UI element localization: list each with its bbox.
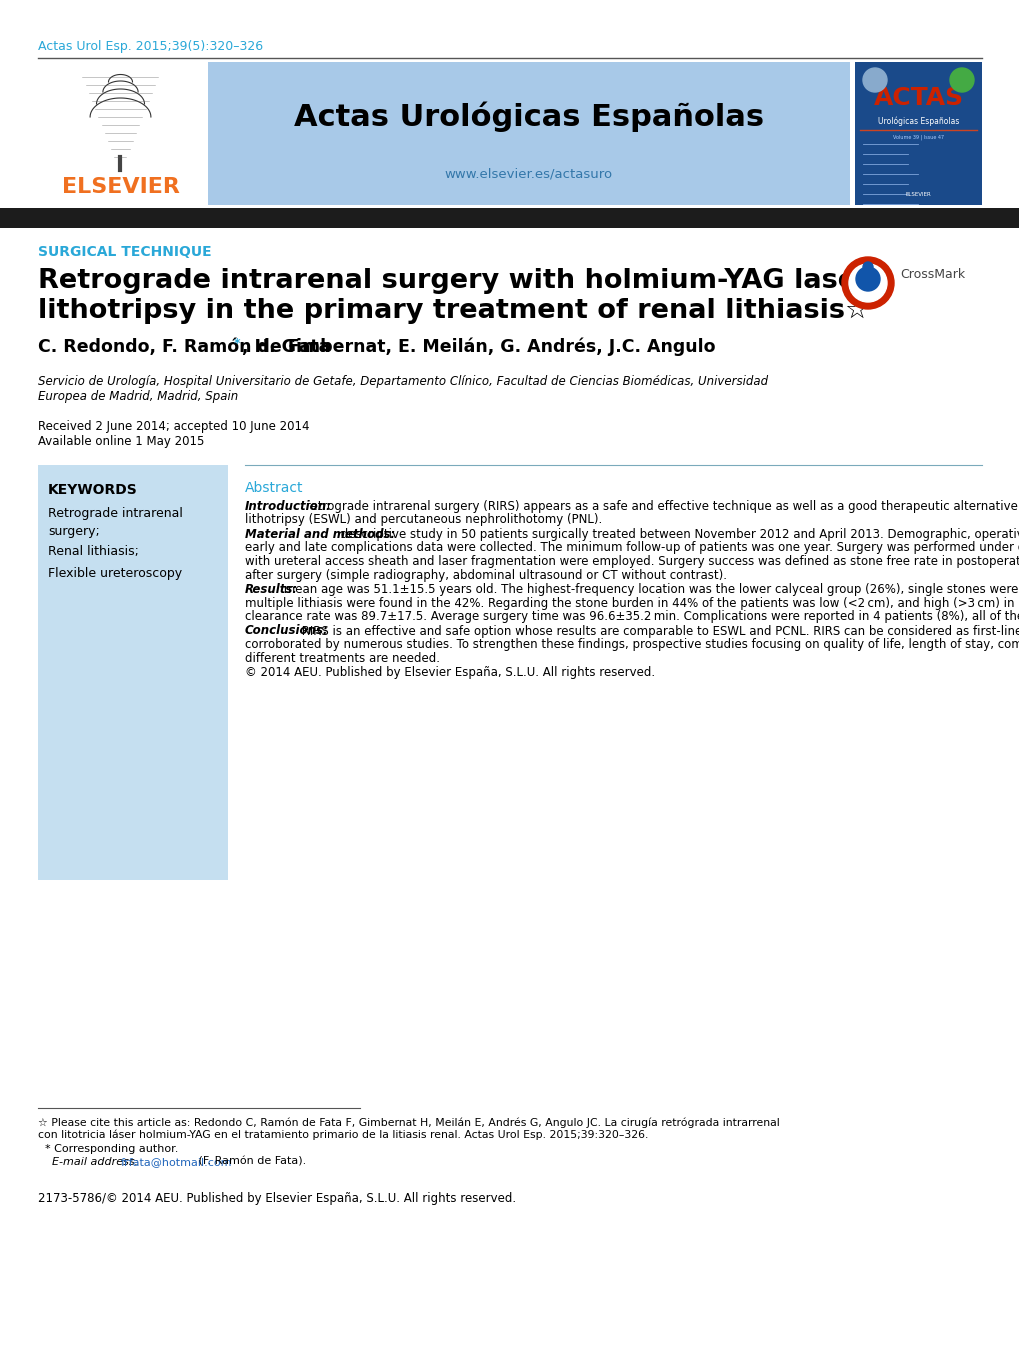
Text: frfata@hotmail.com: frfata@hotmail.com [120, 1156, 231, 1167]
FancyBboxPatch shape [38, 465, 228, 880]
Text: retrograde intrarenal surgery (RIRS) appears as a safe and effective technique a: retrograde intrarenal surgery (RIRS) app… [302, 500, 1019, 513]
Text: Abstract: Abstract [245, 481, 304, 494]
Text: * Corresponding author.: * Corresponding author. [38, 1144, 178, 1154]
Text: Received 2 June 2014; accepted 10 June 2014: Received 2 June 2014; accepted 10 June 2… [38, 420, 309, 434]
Text: lithotripsy in the primary treatment of renal lithiasis☆: lithotripsy in the primary treatment of … [38, 299, 868, 324]
Text: Results:: Results: [245, 584, 298, 596]
Text: Volume 39 | Issue 47: Volume 39 | Issue 47 [892, 134, 944, 139]
Text: con litotricia láser holmium-YAG en el tratamiento primario de la litiasis renal: con litotricia láser holmium-YAG en el t… [38, 1129, 648, 1140]
Text: Retrograde intrarenal
surgery;: Retrograde intrarenal surgery; [48, 507, 182, 538]
FancyBboxPatch shape [854, 62, 981, 205]
Text: ELSEVIER: ELSEVIER [905, 192, 930, 197]
Text: Available online 1 May 2015: Available online 1 May 2015 [38, 435, 204, 449]
Text: with ureteral access sheath and laser fragmentation were employed. Surgery succe: with ureteral access sheath and laser fr… [245, 555, 1019, 567]
Text: multiple lithiasis were found in the 42%. Regarding the stone burden in 44% of t: multiple lithiasis were found in the 42%… [245, 597, 1019, 609]
Text: 2173-5786/© 2014 AEU. Published by Elsevier España, S.L.U. All rights reserved.: 2173-5786/© 2014 AEU. Published by Elsev… [38, 1192, 516, 1205]
Text: different treatments are needed.: different treatments are needed. [245, 651, 439, 665]
Circle shape [841, 257, 893, 309]
Text: ☆ Please cite this article as: Redondo C, Ramón de Fata F, Gimbernat H, Meilán E: ☆ Please cite this article as: Redondo C… [38, 1119, 779, 1128]
Text: descriptive study in 50 patients surgically treated between November 2012 and Ap: descriptive study in 50 patients surgica… [336, 528, 1019, 540]
Text: RIRS is an effective and safe option whose results are comparable to ESWL and PC: RIRS is an effective and safe option who… [298, 624, 1019, 638]
Text: ELSEVIER: ELSEVIER [61, 177, 179, 197]
Text: corroborated by numerous studies. To strengthen these findings, prospective stud: corroborated by numerous studies. To str… [245, 638, 1019, 651]
Text: © 2014 AEU. Published by Elsevier España, S.L.U. All rights reserved.: © 2014 AEU. Published by Elsevier España… [245, 666, 654, 680]
Text: C. Redondo, F. Ramón de Fata: C. Redondo, F. Ramón de Fata [38, 338, 330, 357]
Circle shape [855, 267, 879, 290]
Text: Urológicas Españolas: Urológicas Españolas [877, 118, 958, 127]
Text: *: * [233, 336, 240, 350]
Text: SURGICAL TECHNIQUE: SURGICAL TECHNIQUE [38, 245, 211, 259]
FancyBboxPatch shape [0, 208, 1019, 228]
Text: , H. Gimbernat, E. Meilán, G. Andrés, J.C. Angulo: , H. Gimbernat, E. Meilán, G. Andrés, J.… [242, 338, 714, 357]
FancyBboxPatch shape [38, 62, 203, 205]
Text: clearance rate was 89.7±17.5. Average surgery time was 96.6±35.2 min. Complicati: clearance rate was 89.7±17.5. Average su… [245, 611, 1019, 623]
Circle shape [848, 263, 887, 303]
Text: mean age was 51.1±15.5 years old. The highest-frequency location was the lower c: mean age was 51.1±15.5 years old. The hi… [280, 584, 1019, 596]
Text: CrossMark: CrossMark [899, 269, 964, 281]
Text: Introduction:: Introduction: [245, 500, 331, 513]
Text: Actas Urol Esp. 2015;39(5):320–326: Actas Urol Esp. 2015;39(5):320–326 [38, 41, 263, 53]
Text: Retrograde intrarenal surgery with holmium-YAG laser: Retrograde intrarenal surgery with holmi… [38, 267, 868, 295]
Text: ACTAS: ACTAS [872, 86, 963, 109]
Text: Flexible ureteroscopy: Flexible ureteroscopy [48, 567, 182, 580]
Circle shape [862, 68, 887, 92]
Text: Europea de Madrid, Madrid, Spain: Europea de Madrid, Madrid, Spain [38, 390, 238, 403]
Text: lithotripsy (ESWL) and percutaneous nephrolithotomy (PNL).: lithotripsy (ESWL) and percutaneous neph… [245, 513, 601, 527]
Text: Servicio de Urología, Hospital Universitario de Getafe, Departamento Clínico, Fa: Servicio de Urología, Hospital Universit… [38, 376, 767, 388]
Text: KEYWORDS: KEYWORDS [48, 484, 138, 497]
Circle shape [949, 68, 973, 92]
Text: (F. Ramón de Fata).: (F. Ramón de Fata). [195, 1156, 306, 1167]
Text: Renal lithiasis;: Renal lithiasis; [48, 544, 139, 558]
Text: after surgery (simple radiography, abdominal ultrasound or CT without contrast).: after surgery (simple radiography, abdom… [245, 569, 727, 581]
Circle shape [862, 262, 872, 272]
Text: early and late complications data were collected. The minimum follow-up of patie: early and late complications data were c… [245, 542, 1019, 554]
Text: Actas Urológicas Españolas: Actas Urológicas Españolas [293, 101, 763, 131]
Text: www.elsevier.es/actasuro: www.elsevier.es/actasuro [444, 168, 612, 180]
Text: Conclusions:: Conclusions: [245, 624, 328, 638]
Text: E-mail address:: E-mail address: [38, 1156, 142, 1167]
FancyBboxPatch shape [208, 62, 849, 205]
Text: Material and methods:: Material and methods: [245, 528, 395, 540]
